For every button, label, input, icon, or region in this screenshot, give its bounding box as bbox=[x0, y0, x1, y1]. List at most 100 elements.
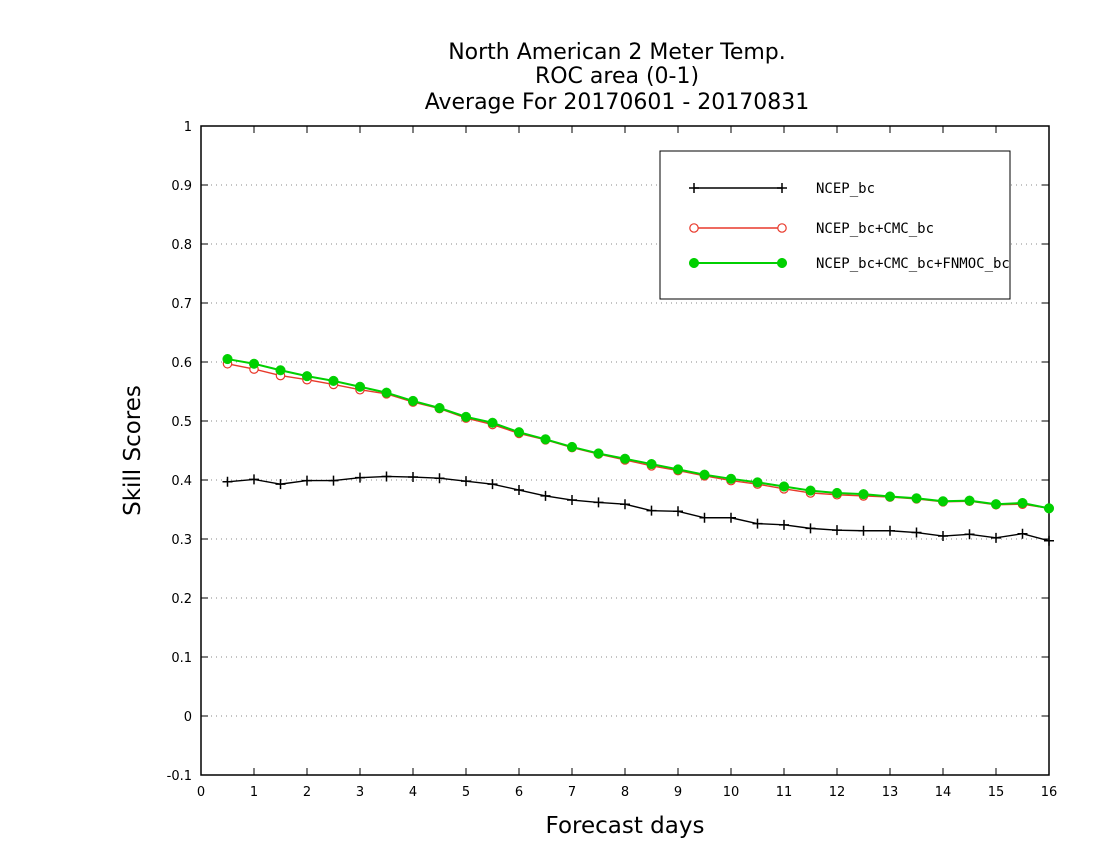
chart-title-line-1: North American 2 Meter Temp. bbox=[448, 40, 786, 65]
series-point bbox=[275, 365, 286, 376]
x-tick-label: 3 bbox=[356, 785, 364, 800]
legend-box bbox=[659, 150, 1011, 300]
y-tick-label: 0.8 bbox=[171, 238, 192, 253]
y-tick-label: 0.7 bbox=[171, 297, 192, 312]
series-point bbox=[222, 354, 233, 365]
series-layer bbox=[222, 354, 1055, 546]
legend-marker bbox=[777, 223, 787, 233]
series-point bbox=[408, 472, 418, 483]
x-tick-label: 1 bbox=[250, 785, 258, 800]
series-2 bbox=[222, 358, 1054, 514]
series-point bbox=[911, 493, 922, 504]
y-tick-label: 0 bbox=[184, 710, 192, 725]
series-1 bbox=[222, 471, 1054, 546]
series-point bbox=[513, 427, 525, 438]
series-point bbox=[487, 479, 498, 490]
series-point bbox=[1017, 497, 1028, 509]
series-point bbox=[434, 473, 445, 484]
series-point bbox=[805, 523, 816, 534]
series-point bbox=[540, 434, 551, 445]
series-point bbox=[248, 358, 260, 369]
x-tick-label: 9 bbox=[674, 785, 682, 800]
series-point bbox=[567, 495, 577, 506]
series-point bbox=[461, 476, 471, 487]
series-point bbox=[646, 505, 657, 516]
y-tick-label: 0.5 bbox=[171, 415, 192, 430]
series-point bbox=[434, 402, 445, 414]
series-point bbox=[275, 479, 286, 490]
series-point bbox=[805, 485, 816, 496]
x-tick-label: 0 bbox=[197, 785, 205, 800]
x-tick-label: 4 bbox=[409, 785, 417, 800]
series-point bbox=[1017, 528, 1028, 539]
series-point bbox=[778, 481, 790, 492]
series-point bbox=[593, 448, 604, 459]
series-point bbox=[355, 472, 365, 483]
y-axis-label: Skill Scores bbox=[120, 385, 146, 516]
y-tick-label: 1 bbox=[184, 120, 192, 135]
legend-entry: NCEP_bc bbox=[689, 181, 875, 197]
legend-marker bbox=[689, 183, 699, 193]
y-tick-label: 0.3 bbox=[171, 533, 192, 548]
series-point bbox=[249, 474, 259, 485]
series-point bbox=[884, 491, 896, 502]
legend-label: NCEP_bc+CMC_bc+FNMOC_bc bbox=[816, 256, 1010, 272]
series-point bbox=[514, 485, 524, 496]
series-line bbox=[227, 475, 1050, 542]
series-point bbox=[699, 512, 710, 523]
legend-entry: NCEP_bc+CMC_bc bbox=[689, 221, 934, 237]
series-point bbox=[779, 519, 789, 530]
series-point bbox=[460, 411, 472, 422]
x-tick-label: 15 bbox=[988, 785, 1005, 800]
series-point bbox=[858, 489, 869, 500]
series-point bbox=[302, 475, 312, 486]
legend-label: NCEP_bc bbox=[816, 181, 875, 197]
legend-marker bbox=[688, 257, 700, 269]
series-point bbox=[619, 453, 631, 464]
series-point bbox=[301, 371, 313, 382]
series-point bbox=[726, 512, 736, 523]
legend: NCEP_bc NCEP_bc+CMC_bc NCEP_bc+CMC_bc+FNMO… bbox=[659, 150, 1011, 300]
x-tick-label: 5 bbox=[462, 785, 470, 800]
series-point bbox=[964, 529, 975, 540]
legend-entry: NCEP_bc+CMC_bc+FNMOC_bc bbox=[688, 256, 1010, 272]
x-tick-label: 13 bbox=[882, 785, 899, 800]
series-point bbox=[487, 417, 498, 428]
legend-label: NCEP_bc+CMC_bc bbox=[816, 221, 934, 237]
series-point bbox=[620, 499, 630, 510]
series-point bbox=[699, 469, 710, 480]
x-axis-label: Forecast days bbox=[546, 813, 705, 839]
chart-title: North American 2 Meter Temp. ROC area (0… bbox=[425, 40, 810, 115]
y-tick-label: 0.9 bbox=[171, 179, 192, 194]
x-tick-label: 2 bbox=[303, 785, 311, 800]
series-point bbox=[885, 525, 895, 536]
series-point bbox=[752, 518, 763, 529]
series-point bbox=[937, 496, 949, 507]
series-point bbox=[991, 532, 1001, 543]
series-point bbox=[832, 525, 842, 536]
series-point bbox=[990, 499, 1002, 510]
series-point bbox=[222, 476, 233, 487]
chart-title-line-2: ROC area (0-1) bbox=[535, 64, 699, 89]
series-point bbox=[752, 477, 763, 488]
series-point bbox=[938, 531, 948, 542]
series-point bbox=[858, 525, 869, 536]
x-tick-label: 6 bbox=[515, 785, 523, 800]
legend-marker bbox=[689, 223, 699, 233]
legend-marker bbox=[777, 183, 787, 193]
x-tick-label: 8 bbox=[621, 785, 629, 800]
x-tick-label: 11 bbox=[776, 785, 793, 800]
series-point bbox=[566, 441, 578, 453]
series-line bbox=[227, 358, 1050, 510]
series-point bbox=[725, 473, 737, 484]
series-point bbox=[354, 381, 366, 392]
series-point bbox=[328, 375, 339, 386]
series-point bbox=[381, 471, 392, 482]
axis-ticks: -0.100.10.20.30.40.50.60.70.80.910 1 2 3 4 5 6… bbox=[167, 120, 1058, 800]
series-point bbox=[672, 464, 684, 475]
series-point bbox=[540, 490, 551, 501]
series-point bbox=[1044, 535, 1054, 546]
series-3 bbox=[222, 354, 1055, 514]
y-tick-label: 0.1 bbox=[171, 651, 192, 666]
